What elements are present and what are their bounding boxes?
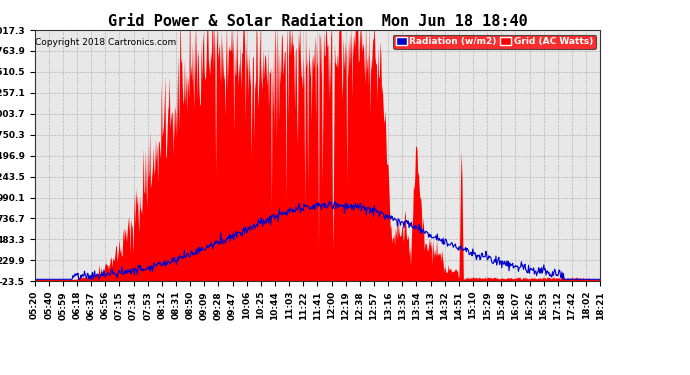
Legend: Radiation (w/m2), Grid (AC Watts): Radiation (w/m2), Grid (AC Watts) (393, 34, 595, 49)
Title: Grid Power & Solar Radiation  Mon Jun 18 18:40: Grid Power & Solar Radiation Mon Jun 18 … (108, 14, 527, 29)
Text: Copyright 2018 Cartronics.com: Copyright 2018 Cartronics.com (35, 38, 177, 46)
